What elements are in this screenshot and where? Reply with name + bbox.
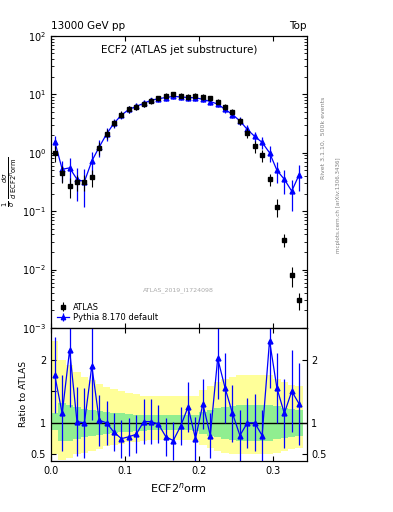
Text: mcplots.cern.ch [arXiv:1306.3436]: mcplots.cern.ch [arXiv:1306.3436] — [336, 157, 341, 252]
Text: Rivet 3.1.10,  500k events: Rivet 3.1.10, 500k events — [320, 97, 325, 179]
Text: Top: Top — [289, 22, 307, 31]
Text: ATLAS_2019_I1724098: ATLAS_2019_I1724098 — [143, 287, 214, 293]
Y-axis label: Ratio to ATLAS: Ratio to ATLAS — [19, 361, 28, 428]
X-axis label: ECF2$^n$orm: ECF2$^n$orm — [151, 481, 207, 495]
Y-axis label: $\frac{1}{\sigma}$ $\frac{d\sigma}{d\,\mathrm{ECF2^norm}}$: $\frac{1}{\sigma}$ $\frac{d\sigma}{d\,\m… — [1, 157, 20, 207]
Text: 13000 GeV pp: 13000 GeV pp — [51, 22, 125, 31]
Legend: ATLAS, Pythia 8.170 default: ATLAS, Pythia 8.170 default — [55, 301, 160, 324]
Text: ECF2 (ATLAS jet substructure): ECF2 (ATLAS jet substructure) — [101, 45, 257, 55]
